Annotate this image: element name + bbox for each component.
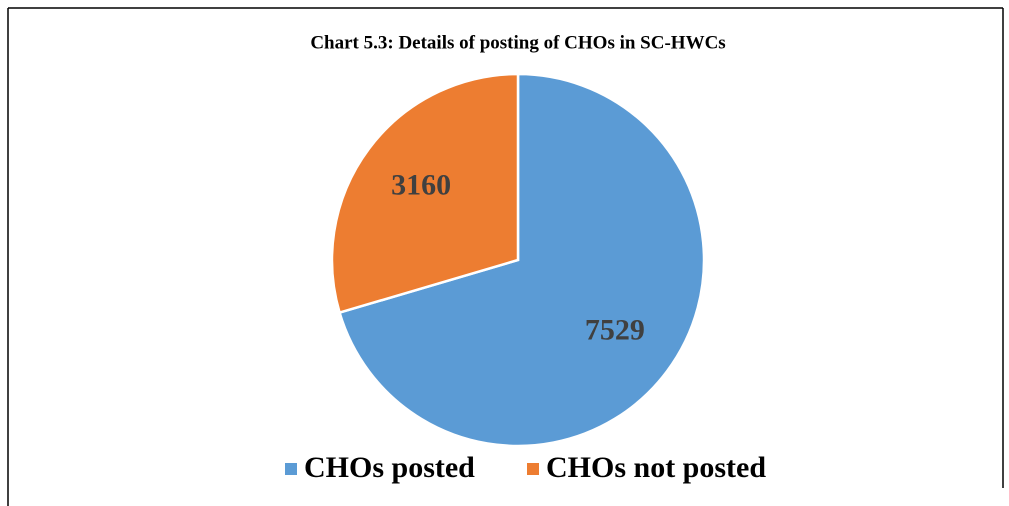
data-label: 7529 xyxy=(585,313,645,346)
pie-slice xyxy=(338,72,706,448)
legend-label: CHOs not posted xyxy=(546,451,766,484)
data-label: 3160 xyxy=(391,168,451,201)
frame xyxy=(7,7,1004,506)
pie-slice xyxy=(330,72,520,315)
legend-swatch xyxy=(527,463,539,475)
chart-title: Chart 5.3: Details of posting of CHOs in… xyxy=(310,32,725,53)
legend-swatch xyxy=(285,463,297,475)
legend-label: CHOs posted xyxy=(304,451,475,484)
